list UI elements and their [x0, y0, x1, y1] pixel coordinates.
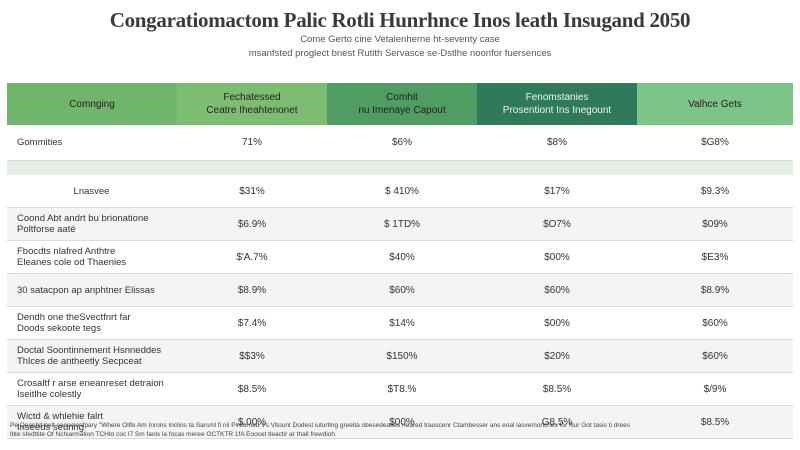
table-cell: $ 1TD% [327, 207, 477, 241]
column-header: Fenomstanies Prosentiont Ins Inegount [477, 83, 637, 125]
table-cell: $00% [477, 240, 637, 274]
table-cell: $8.5% [477, 372, 637, 406]
table-cell: $60% [637, 339, 793, 373]
footnote-line-1: Pe Qeanhit nelt seencienfpary "Where Oll… [10, 422, 630, 429]
page-title: Congaratiomactom Palic Rotli Hunrhnce In… [109, 8, 691, 32]
table-row: Wictd & whlehie falrt Inseeds seuring $.00… [7, 405, 793, 439]
footnote: Pe Qeanhit nelt seencienfpary "Where Oll… [10, 421, 790, 439]
row-label: Lnasvee [7, 175, 177, 208]
table-row: Coond Abt andrt bu brionatione Poltforse … [7, 207, 793, 241]
table-cell: $60% [637, 306, 793, 340]
table-cell: $6% [327, 125, 477, 161]
table-cell: $O7% [477, 207, 637, 241]
column-header: Valhce Gets [637, 83, 793, 125]
table-cell: $G8% [637, 125, 793, 161]
column-header: Comhit nu Imenaye Capout [327, 83, 477, 125]
row-label: Wictd & whlehie falrt Inseeds seuring [7, 405, 177, 439]
subtitle-line-2: msanfsted proglect bnest Rutith Servasce… [248, 48, 552, 59]
table-cell: $8.5% [177, 372, 327, 406]
table-cell [637, 160, 793, 175]
row-label: Dendh one theSvectfnrt far Doods sekoote … [7, 306, 177, 340]
table-cell: $8% [477, 125, 637, 161]
table-cell: $T8.% [327, 372, 477, 406]
table-row: Fbocdts nlafred Anthtre Eleanes cole od T… [7, 240, 793, 274]
row-label: Coond Abt andrt bu brionatione Poltforse … [7, 207, 177, 241]
comparison-table: Comnging Fechatessed Ceatre Iheahtenonet … [7, 83, 793, 439]
column-header: Comnging [7, 83, 177, 125]
column-header: Fechatessed Ceatre Iheahtenonet [177, 83, 327, 125]
table-cell: $'A.7% [177, 240, 327, 274]
table-cell: $7.4% [177, 306, 327, 340]
table-cell: $8.5% [637, 405, 793, 439]
row-label: Fbocdts nlafred Anthtre Eleanes cole od T… [7, 240, 177, 274]
table-row: Gommities 71% $6% $8% $G8% [7, 125, 793, 161]
table-cell: $00% [477, 306, 637, 340]
table-cell: $6.9% [177, 207, 327, 241]
table-cell [327, 160, 477, 175]
table-cell: $$3% [177, 339, 327, 373]
subtitle-line-1: Come Gerto cine Vetalenherne ht-seventy … [300, 34, 500, 45]
table-cell: $60% [327, 273, 477, 307]
table-cell [477, 160, 637, 175]
table-cell: $E3% [637, 240, 793, 274]
row-label: Gommities [7, 125, 177, 161]
table-row: Doctal Soontinnement Hsnneddes Thlces de … [7, 339, 793, 373]
table-cell: $9.3% [637, 175, 793, 208]
table-cell: $20% [477, 339, 637, 373]
row-label: Crosaltf r arse eneanreset detraion Iseit… [7, 372, 177, 406]
table-cell [177, 160, 327, 175]
row-label: 30 satacpon ap anphtner Elissas [7, 273, 177, 307]
table-cell: $00% [327, 405, 477, 439]
table-cell: $.00% [177, 405, 327, 439]
table-cell: $/9% [637, 372, 793, 406]
row-label: Doctal Soontinnement Hsnneddes Thlces de … [7, 339, 177, 373]
table-header-row: Comnging Fechatessed Ceatre Iheahtenonet … [7, 83, 793, 125]
table-cell: $150% [327, 339, 477, 373]
table-cell: $40% [327, 240, 477, 274]
table-row: Lnasvee $31% $ 410% $17% $9.3% [7, 175, 793, 208]
table-cell: $31% [177, 175, 327, 208]
footnote-line-2: lbte sfedttite Of Nchiarmation TCHto coc… [10, 431, 337, 438]
table-cell: 71% [177, 125, 327, 161]
table-cell: $60% [477, 273, 637, 307]
table-cell: $14% [327, 306, 477, 340]
table-cell: $17% [477, 175, 637, 208]
table-row: Dendh one theSvectfnrt far Doods sekoote … [7, 306, 793, 340]
table-row: 30 satacpon ap anphtner Elissas $8.9% $60%… [7, 273, 793, 307]
row-label [7, 160, 177, 175]
table-cell: $09% [637, 207, 793, 241]
table-cell: G8.5% [477, 405, 637, 439]
table-cell: $8.9% [177, 273, 327, 307]
table-cell: $ 410% [327, 175, 477, 208]
table-row: Crosaltf r arse eneanreset detraion Iseit… [7, 372, 793, 406]
table-cell: $8.9% [637, 273, 793, 307]
table-row [7, 160, 793, 175]
